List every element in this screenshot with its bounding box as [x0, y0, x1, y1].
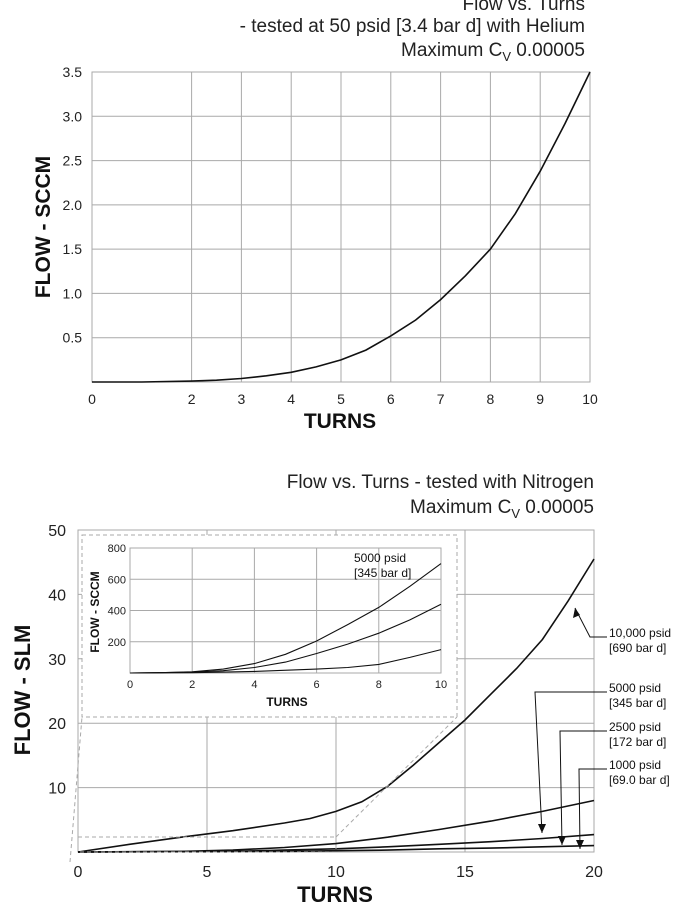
chart2-callout-arrows — [534, 607, 607, 850]
chart2-y-axis-label: FLOW - SLM — [10, 625, 35, 756]
inset-x-axis-label: TURNS — [266, 695, 307, 709]
arrowhead-1000-psid — [576, 840, 584, 849]
c3-x-tick-label: 2 — [189, 679, 195, 691]
chart1-y-ticks: 0.5 1.0 1.5 2.0 2.5 3.0 3.5 — [63, 64, 83, 346]
c2-x-tick-label: 10 — [327, 864, 345, 881]
c2-x-tick-label: 0 — [74, 864, 83, 881]
chart2-title: Flow vs. Turns - tested with Nitrogen — [287, 472, 594, 493]
arrowhead-10000-psid — [573, 608, 580, 618]
chart1-subtitle: - tested at 50 psid [3.4 bar d] with Hel… — [240, 16, 585, 37]
chart-nitrogen: Flow vs. Turns - tested with Nitrogen Ma… — [10, 472, 671, 907]
c1-y-tick-label: 2.0 — [63, 197, 83, 213]
chart1-title: Flow vs. Turns — [463, 0, 585, 15]
inset-guide-right — [335, 716, 458, 838]
c2-x-tick-label: 15 — [456, 864, 474, 881]
c2-x-tick-label: 20 — [585, 864, 603, 881]
c3-x-tick-label: 4 — [251, 679, 257, 691]
c1-x-tick-label: 2 — [188, 391, 196, 407]
arrow-10000-psid — [574, 607, 607, 638]
label-2500-psid-line2: [172 bar d] — [609, 735, 666, 749]
chart2-max-cv: Maximum CV 0.00005 — [410, 497, 594, 521]
c3-series-line-2 — [129, 649, 442, 674]
c3-x-tick-label: 0 — [127, 679, 133, 691]
arrow-5000-psid — [534, 691, 607, 834]
c2-y-tick-label: 30 — [48, 652, 66, 669]
c1-y-tick-label: 1.0 — [63, 285, 83, 301]
chart2-x-ticks: 0 5 10 15 20 — [74, 864, 603, 881]
inset-annotation-line1: 5000 psid — [354, 551, 406, 565]
arrowhead-2500-psid — [558, 836, 566, 845]
c1-x-tick-label: 9 — [536, 391, 544, 407]
c2-series-line-3 — [77, 844, 595, 853]
chart-helium: Flow vs. Turns - tested at 50 psid [3.4 … — [32, 0, 598, 433]
c3-x-tick-label: 6 — [314, 679, 320, 691]
inset-y-ticks: 200 400 600 800 — [108, 543, 126, 649]
chart1-gridlines — [92, 72, 590, 382]
label-2500-psid-line1: 2500 psid — [609, 720, 661, 734]
c1-x-tick-label: 3 — [238, 391, 246, 407]
inset-gridlines — [130, 548, 441, 673]
chart1-plot-frame — [91, 71, 591, 383]
c3-y-tick-label: 200 — [108, 637, 126, 649]
c1-x-tick-label: 8 — [487, 391, 495, 407]
c3-x-tick-label: 8 — [376, 679, 382, 691]
label-1000-psid-line2: [69.0 bar d] — [609, 773, 670, 787]
label-10000-psid-line1: 10,000 psid — [609, 626, 671, 640]
inset-guide-left — [69, 716, 83, 863]
c1-x-tick-label: 0 — [88, 391, 96, 407]
c3-y-tick-label: 600 — [108, 574, 126, 586]
chart1-x-axis-label: TURNS — [304, 410, 376, 433]
chart1-max-cv-sub: V — [502, 49, 511, 64]
inset-y-axis-label: FLOW - SCCM — [88, 571, 102, 652]
c3-y-tick-label: 400 — [108, 606, 126, 618]
chart2-y-ticks: 10 20 30 40 50 — [48, 523, 66, 798]
c3-y-tick-label: 800 — [108, 543, 126, 555]
c1-x-tick-label: 4 — [287, 391, 295, 407]
inset-plot-frame — [129, 547, 442, 674]
c3-series-line-1 — [129, 603, 442, 674]
inset-x-ticks: 0 2 4 6 8 10 — [127, 679, 447, 691]
c1-series-line-0 — [92, 71, 591, 383]
arrow-2500-psid — [559, 730, 607, 846]
label-5000-psid-line1: 5000 psid — [609, 681, 661, 695]
c2-x-tick-label: 5 — [203, 864, 212, 881]
chart1-y-axis-label: FLOW - SCCM — [32, 156, 55, 298]
arrowhead-5000-psid — [538, 824, 546, 833]
c2-y-tick-label: 50 — [48, 523, 66, 540]
c1-x-tick-label: 10 — [582, 391, 598, 407]
c1-y-tick-label: 2.5 — [63, 153, 83, 169]
label-1000-psid-line1: 1000 psid — [609, 758, 661, 772]
arrow-1000-psid — [578, 768, 607, 850]
c2-y-tick-label: 10 — [48, 781, 66, 798]
c1-y-tick-label: 3.5 — [63, 64, 83, 80]
label-10000-psid-line2: [690 bar d] — [609, 641, 666, 655]
chart1-max-cv-prefix: Maximum C — [401, 40, 502, 61]
c1-x-tick-label: 5 — [337, 391, 345, 407]
chart1-series — [92, 71, 591, 383]
c3-x-tick-label: 10 — [435, 679, 447, 691]
inset-series — [129, 563, 442, 674]
chart1-max-cv-value: 0.00005 — [511, 40, 585, 61]
c1-y-tick-label: 0.5 — [63, 330, 83, 346]
c1-y-tick-label: 1.5 — [63, 241, 83, 257]
chart2-max-cv-value: 0.00005 — [520, 497, 594, 518]
inset-chart: 200 400 600 800 0 2 4 6 8 10 FLOW - SCCM TURNS 5… — [81, 534, 458, 718]
c1-y-tick-label: 3.0 — [63, 108, 83, 124]
c1-x-tick-label: 7 — [437, 391, 445, 407]
chart2-series-labels: 10,000 psid [690 bar d] 5000 psid [345 b… — [609, 626, 671, 787]
chart1-max-cv: Maximum CV 0.00005 — [401, 40, 585, 64]
chart1-x-ticks: 0 2 3 4 5 6 7 8 9 10 — [88, 391, 598, 407]
label-5000-psid-line2: [345 bar d] — [609, 696, 666, 710]
inset-zoom-region — [77, 836, 337, 853]
inset-annotation-line2: [345 bar d] — [354, 566, 411, 580]
chart2-max-cv-prefix: Maximum C — [410, 497, 511, 518]
chart2-max-cv-sub: V — [511, 506, 520, 521]
c2-y-tick-label: 40 — [48, 587, 66, 604]
c2-y-tick-label: 20 — [48, 716, 66, 733]
c1-x-tick-label: 6 — [387, 391, 395, 407]
chart2-x-axis-label: TURNS — [297, 882, 373, 907]
